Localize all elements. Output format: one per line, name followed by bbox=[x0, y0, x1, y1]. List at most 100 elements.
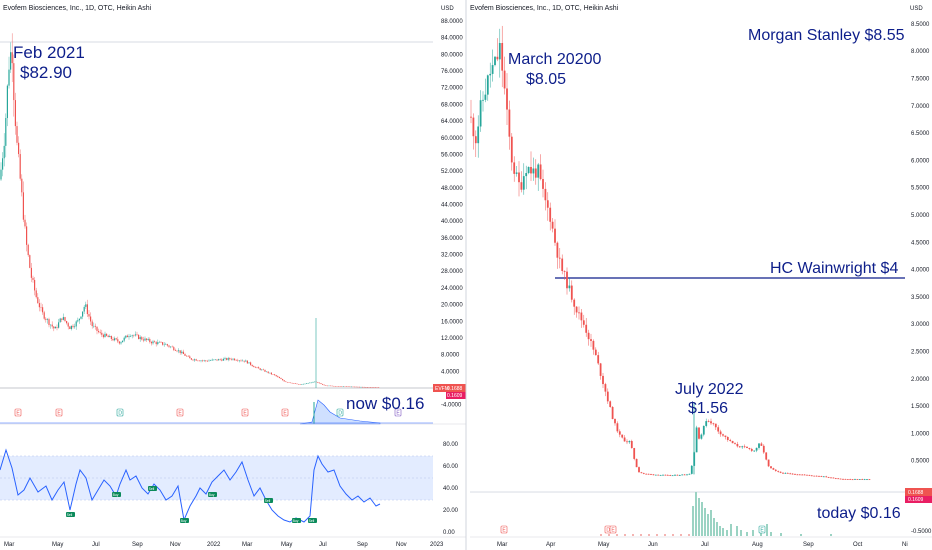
left-candle-body bbox=[373, 387, 375, 388]
left-candle-body bbox=[50, 324, 52, 326]
left-candle-body bbox=[338, 386, 340, 387]
rsi-signal-badge bbox=[148, 486, 157, 491]
left-candle-body bbox=[62, 317, 64, 320]
right-candles bbox=[470, 25, 871, 481]
left-candle-body bbox=[344, 386, 346, 387]
right-candle-body bbox=[566, 271, 568, 289]
left-candle-body bbox=[341, 386, 343, 387]
left-candle-body bbox=[326, 385, 328, 387]
left-event-marker[interactable] bbox=[281, 408, 289, 417]
right-candle-body bbox=[844, 478, 847, 480]
rsi-signal-badge bbox=[180, 518, 189, 523]
left-y-tick: 28.0000 bbox=[441, 269, 463, 275]
left-title: Evofem Biosciences, Inc., 1D, OTC, Heiki… bbox=[3, 5, 152, 12]
right-volume-bar bbox=[600, 534, 602, 536]
left-candle-body bbox=[37, 297, 39, 304]
right-candle-body bbox=[551, 221, 554, 229]
right-candle-body bbox=[510, 136, 513, 163]
right-candle-body bbox=[482, 99, 484, 101]
right-candle-body bbox=[758, 443, 760, 448]
right-candle-body bbox=[681, 474, 684, 476]
left-candle-body bbox=[3, 145, 5, 159]
right-volume-bar bbox=[680, 534, 682, 536]
left-candle-body bbox=[357, 386, 359, 388]
right-candle-body bbox=[561, 258, 564, 272]
right-y-tick: 3.5000 bbox=[911, 295, 930, 301]
left-candle-body bbox=[70, 325, 72, 330]
left-candle-body bbox=[29, 255, 31, 268]
right-currency: USD bbox=[910, 6, 923, 12]
left-candle-body bbox=[202, 360, 204, 362]
left-y-tick: 60.0000 bbox=[441, 136, 463, 142]
left-y-tick: 36.0000 bbox=[441, 236, 463, 242]
right-candle-body bbox=[772, 468, 775, 470]
left-candle-body bbox=[266, 371, 268, 373]
right-x-tick: Apr bbox=[546, 542, 555, 548]
left-candle-body bbox=[168, 345, 170, 347]
right-price-tag2-bg bbox=[905, 496, 932, 503]
left-event-marker[interactable] bbox=[55, 408, 63, 417]
left-candle-body bbox=[0, 169, 2, 180]
right-event-marker[interactable] bbox=[500, 525, 508, 534]
right-event-marker-label: E bbox=[611, 528, 615, 534]
right-event-marker-label: E bbox=[502, 528, 506, 534]
right-candle-body bbox=[842, 478, 844, 480]
right-candle-body bbox=[479, 100, 482, 127]
right-y-tick: 6.0000 bbox=[911, 158, 930, 164]
right-candle-body bbox=[861, 479, 864, 480]
left-candle-body bbox=[38, 303, 40, 308]
right-event-marker[interactable] bbox=[609, 525, 617, 534]
left-event-marker[interactable] bbox=[394, 408, 402, 417]
left-candle-body bbox=[226, 358, 228, 360]
right-candle-body bbox=[522, 176, 525, 190]
left-event-marker[interactable] bbox=[14, 408, 22, 417]
left-candle-body bbox=[259, 368, 261, 370]
right-volume-bar bbox=[672, 534, 674, 536]
left-candle-body bbox=[272, 374, 274, 375]
left-candle-body bbox=[104, 333, 106, 338]
left-candle-body bbox=[245, 360, 247, 362]
rsi-y-tick: 60.00 bbox=[443, 464, 459, 470]
right-y-tick: 6.5000 bbox=[911, 131, 930, 137]
left-candle-body bbox=[138, 334, 140, 340]
left-candle-body bbox=[214, 359, 216, 360]
right-candle-body bbox=[784, 472, 787, 474]
left-x-tick: May bbox=[281, 542, 292, 548]
right-volume-bar bbox=[770, 532, 772, 536]
left-event-marker[interactable] bbox=[176, 408, 184, 417]
left-candle-body bbox=[269, 372, 271, 374]
left-y-tick: 68.0000 bbox=[441, 102, 463, 108]
left-candle-body bbox=[306, 383, 308, 384]
left-candle-body bbox=[352, 386, 354, 388]
right-candle-body bbox=[474, 136, 477, 144]
right-y-tick: 2.5000 bbox=[911, 350, 930, 356]
left-candle-body bbox=[24, 219, 26, 227]
right-x-tick: Aug bbox=[752, 542, 763, 548]
right-candle-body bbox=[645, 473, 648, 475]
left-candle-body bbox=[174, 350, 176, 351]
right-candle-body bbox=[755, 447, 758, 451]
right-event-marker[interactable] bbox=[758, 525, 766, 534]
left-candle-body bbox=[165, 344, 167, 345]
right-candle-body bbox=[496, 56, 499, 60]
right-candle-body bbox=[527, 166, 530, 174]
right-volume-bar bbox=[726, 530, 728, 536]
left-candle-body bbox=[42, 307, 44, 313]
left-candle-body bbox=[83, 306, 85, 312]
left-price-tag2-bg bbox=[446, 392, 466, 399]
left-candle-body bbox=[130, 336, 132, 337]
right-candle-body bbox=[803, 474, 806, 476]
left-event-marker[interactable] bbox=[336, 408, 344, 417]
right-candle-body bbox=[765, 452, 768, 460]
right-candle-body bbox=[558, 257, 561, 259]
left-candle-body bbox=[162, 342, 164, 345]
left-candle-body bbox=[160, 342, 162, 343]
rsi-signal-badge bbox=[308, 518, 317, 523]
left-y-tick: 40.0000 bbox=[441, 219, 463, 225]
right-candle-body bbox=[472, 117, 475, 137]
left-event-marker[interactable] bbox=[116, 408, 124, 417]
left-event-marker[interactable] bbox=[241, 408, 249, 417]
left-y-tick: 84.0000 bbox=[441, 36, 463, 42]
right-candle-body bbox=[630, 441, 633, 449]
left-event-marker-label: E bbox=[57, 411, 61, 417]
